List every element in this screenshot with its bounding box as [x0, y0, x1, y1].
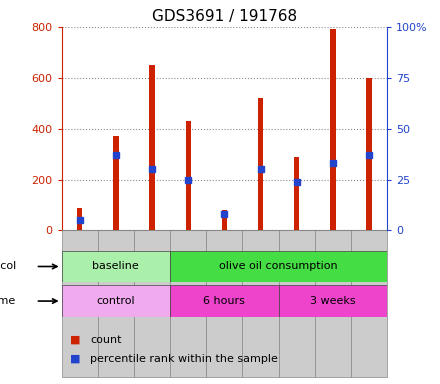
Bar [206, 230, 242, 377]
Bar [258, 98, 263, 230]
Bar [222, 210, 227, 230]
Bar [186, 121, 191, 230]
Bar [62, 251, 170, 282]
Bar [170, 230, 206, 377]
Text: ■: ■ [70, 354, 81, 364]
Text: time: time [0, 296, 16, 306]
Text: count: count [90, 335, 122, 345]
Bar [62, 230, 98, 377]
Text: protocol: protocol [0, 262, 16, 271]
Text: baseline: baseline [92, 262, 139, 271]
Bar [62, 285, 170, 317]
Bar [77, 207, 82, 230]
Bar [279, 230, 315, 377]
Text: 6 hours: 6 hours [203, 296, 246, 306]
Bar [279, 285, 387, 317]
Title: GDS3691 / 191768: GDS3691 / 191768 [152, 9, 297, 24]
Bar [367, 78, 372, 230]
Bar [351, 230, 387, 377]
Bar [294, 157, 300, 230]
Text: ■: ■ [70, 335, 81, 345]
Bar [170, 285, 279, 317]
Bar [330, 30, 336, 230]
Bar [315, 230, 351, 377]
Bar [149, 65, 155, 230]
Bar [134, 230, 170, 377]
Text: control: control [96, 296, 135, 306]
Bar [98, 230, 134, 377]
Text: 3 weeks: 3 weeks [310, 296, 356, 306]
Bar [113, 136, 119, 230]
Text: olive oil consumption: olive oil consumption [220, 262, 338, 271]
Text: percentile rank within the sample: percentile rank within the sample [90, 354, 278, 364]
Bar [242, 230, 279, 377]
Bar [170, 251, 387, 282]
